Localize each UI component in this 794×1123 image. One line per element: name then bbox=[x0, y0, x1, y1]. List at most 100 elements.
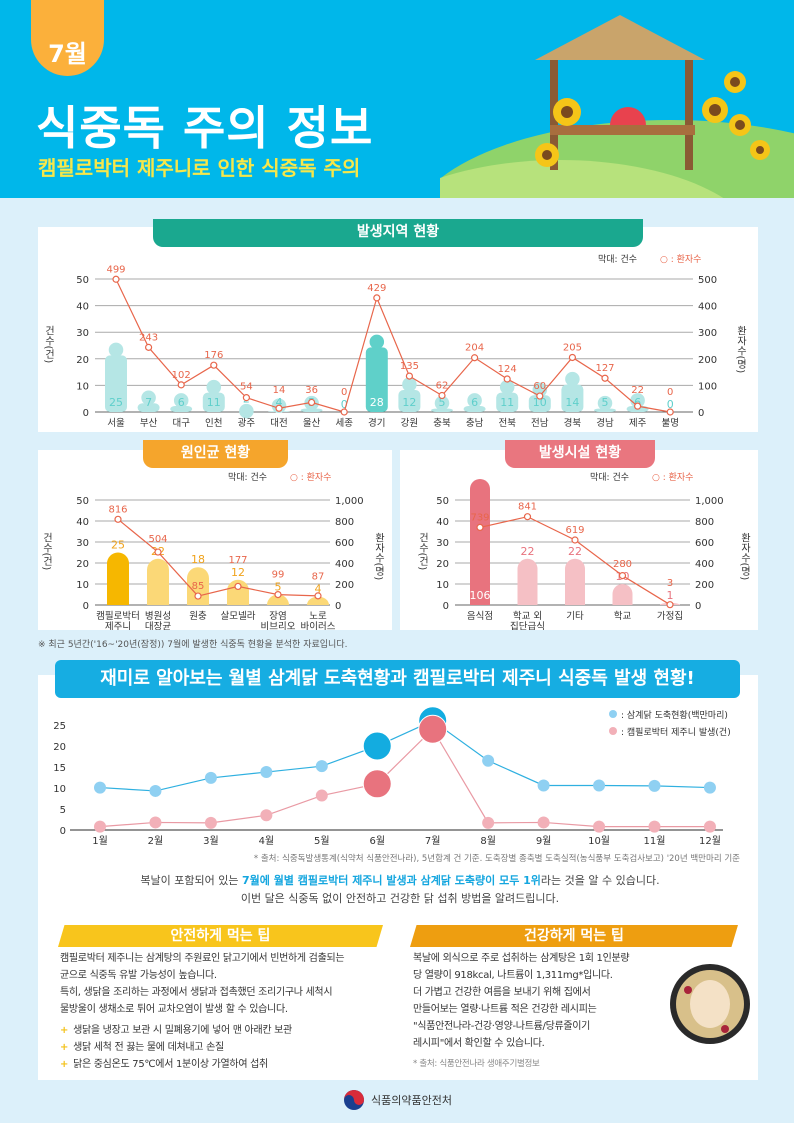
patients-point bbox=[242, 394, 250, 402]
bar-value-label: 0 bbox=[341, 398, 348, 411]
bar bbox=[267, 594, 289, 605]
series-line bbox=[99, 728, 710, 828]
x-tick-label: 서울 bbox=[107, 418, 125, 429]
gazebo-floor bbox=[550, 125, 695, 135]
header-banner: 7월 식중독 주의 정보 캠필로박터 제주니로 인한 식중독 주의 bbox=[0, 0, 794, 198]
healthy-tips-line: "식품안전나라-건강·영양-나트륨/당류줄이기 bbox=[413, 1021, 591, 1032]
bar-value-label: 10 bbox=[533, 396, 547, 409]
x-tick-label: 가정집 bbox=[657, 610, 683, 622]
bar-head bbox=[173, 393, 189, 408]
campylo-point bbox=[703, 820, 716, 833]
plus-icon: + bbox=[60, 1025, 69, 1036]
x-tick-label: 원충 bbox=[189, 611, 207, 622]
region-panel: 0 10 20 30 40 50 0 100 200 300 400 500 건수(건) 환자수(명) 막대… bbox=[38, 219, 758, 432]
footnote: ※ 최근 5년간('16~'20년(잠정)) 7월에 발생한 식중독 현황을 분… bbox=[38, 640, 348, 650]
patients-value-label: 739 bbox=[470, 512, 489, 523]
bar bbox=[365, 347, 388, 412]
x-tick-label: 전남 bbox=[531, 418, 549, 429]
summary-highlight: 7월에 월별 캠필로박터 제주니 발생과 삼계닭 도축량이 모두 1위 bbox=[241, 874, 541, 887]
y-axis-label: 건수(건) bbox=[41, 532, 53, 570]
facility-chart: 0 10 20 30 40 50 0 200 400 600 800 1,000 건수(건) 환자수(명)… bbox=[417, 471, 751, 632]
plus-icon: + bbox=[60, 1059, 69, 1070]
patients-point bbox=[373, 294, 381, 302]
y2-tick-label: 600 bbox=[695, 538, 714, 549]
y2-tick-label: 100 bbox=[698, 381, 717, 392]
bar bbox=[612, 584, 633, 605]
y-tick-label: 25 bbox=[53, 721, 66, 732]
bar bbox=[202, 392, 225, 412]
legend-bar: 막대: 건수 bbox=[228, 472, 267, 483]
campylo-point bbox=[260, 809, 273, 822]
chicken-point bbox=[362, 731, 392, 761]
patients-value-label: 135 bbox=[400, 361, 419, 372]
x-tick-label: 장염 비브리오 bbox=[261, 611, 296, 630]
campylo-point bbox=[648, 820, 661, 833]
bar bbox=[565, 558, 585, 605]
x-tick-label: 7월 bbox=[425, 835, 441, 847]
bar-value-label: 22 bbox=[521, 545, 535, 558]
region-title: 발생지역 현황 bbox=[153, 219, 643, 247]
gazebo-post bbox=[685, 60, 693, 170]
patients-point bbox=[144, 343, 153, 351]
patients-value-label: 102 bbox=[172, 370, 191, 381]
y2-tick-label: 400 bbox=[695, 559, 714, 570]
y-tick-label: 15 bbox=[53, 763, 66, 774]
patients-value-label: 60 bbox=[533, 381, 546, 392]
y2-tick-label: 200 bbox=[335, 580, 354, 591]
y2-tick-label: 0 bbox=[695, 601, 701, 612]
bar bbox=[227, 579, 249, 605]
y-axis-label: 건수(건) bbox=[43, 325, 55, 363]
patients-value-label: 85 bbox=[192, 581, 205, 592]
x-tick-label: 살모넬라 bbox=[221, 610, 256, 622]
x-tick-label: 11월 bbox=[644, 835, 666, 847]
campylo-point bbox=[315, 789, 328, 802]
patients-value-label: 22 bbox=[631, 385, 644, 396]
y2-axis-label: 환자수(명) bbox=[373, 532, 385, 580]
bar-value-label: 22 bbox=[568, 545, 582, 558]
healthy-tips-line: 만들어보는 열량·나트륨 적은 건강한 레시피는 bbox=[413, 1004, 597, 1015]
patients-value-label: 127 bbox=[595, 363, 614, 374]
summary-text: 복날이 포함되어 있는 7월에 월별 캠필로박터 제주니 발생과 삼계닭 도축량… bbox=[40, 872, 760, 908]
patients-point bbox=[633, 402, 642, 410]
y-tick-label: 20 bbox=[76, 559, 89, 570]
y-tick-label: 40 bbox=[436, 517, 449, 528]
patients-value-label: 0 bbox=[341, 387, 347, 398]
y-tick-label: 10 bbox=[436, 580, 449, 591]
patients-point bbox=[275, 404, 283, 412]
bar bbox=[187, 567, 209, 605]
monthly-chart: 0 5 10 15 20 25 1월 2월 3월 4월 5월 6월 7월 8월 9월 10월 11월 12월: 삼… bbox=[53, 706, 731, 847]
watermelon-icon bbox=[610, 107, 646, 125]
x-tick-label: 10월 bbox=[588, 835, 610, 847]
y2-tick-label: 1,000 bbox=[695, 496, 724, 507]
y-tick-label: 20 bbox=[53, 742, 66, 753]
monthly-title: 재미로 알아보는 월별 삼계닭 도축현황과 캠필로박터 제주니 식중독 발생 현… bbox=[55, 660, 740, 698]
patients-value-label: 841 bbox=[518, 502, 537, 513]
campylo-point bbox=[537, 816, 550, 829]
chicken-point bbox=[149, 784, 162, 797]
x-tick-label: 전북 bbox=[498, 418, 516, 429]
campylo-point bbox=[149, 816, 162, 829]
healthy-tips-line: 당 열량이 918kcal, 나트륨이 1,311mg*입니다. bbox=[413, 970, 613, 981]
chicken-point bbox=[315, 760, 328, 773]
x-tick-label: 경기 bbox=[368, 417, 385, 429]
x-tick-label: 6월 bbox=[369, 835, 385, 847]
mfds-logo: 식품의약품안전처 bbox=[343, 1089, 452, 1111]
patients-value-label: 280 bbox=[613, 559, 632, 570]
bar bbox=[147, 558, 169, 605]
bar-head bbox=[467, 393, 482, 408]
monthly-panel bbox=[38, 675, 758, 1080]
legend-bar: 막대: 건수 bbox=[598, 254, 637, 265]
series-line bbox=[99, 720, 710, 792]
x-tick-label: 울산 bbox=[303, 418, 321, 429]
summary-line2: 이번 달은 식중독 없이 안전하고 건강한 닭 섭취 방법을 알려드립니다. bbox=[240, 892, 560, 905]
chicken-point bbox=[537, 779, 550, 792]
bar-value-label: 12 bbox=[402, 396, 416, 409]
bar-value-label: 6 bbox=[178, 396, 185, 409]
bar-value-label: 4 bbox=[276, 396, 283, 409]
y-tick-label: 50 bbox=[76, 496, 89, 507]
bar-head bbox=[565, 371, 580, 387]
patients-value-label: 243 bbox=[139, 332, 158, 343]
chicken-point bbox=[260, 766, 273, 779]
safe-tips-line: 물방울이 생채소로 튀어 교차오염이 발생 할 수 있습니다. bbox=[60, 1004, 288, 1015]
